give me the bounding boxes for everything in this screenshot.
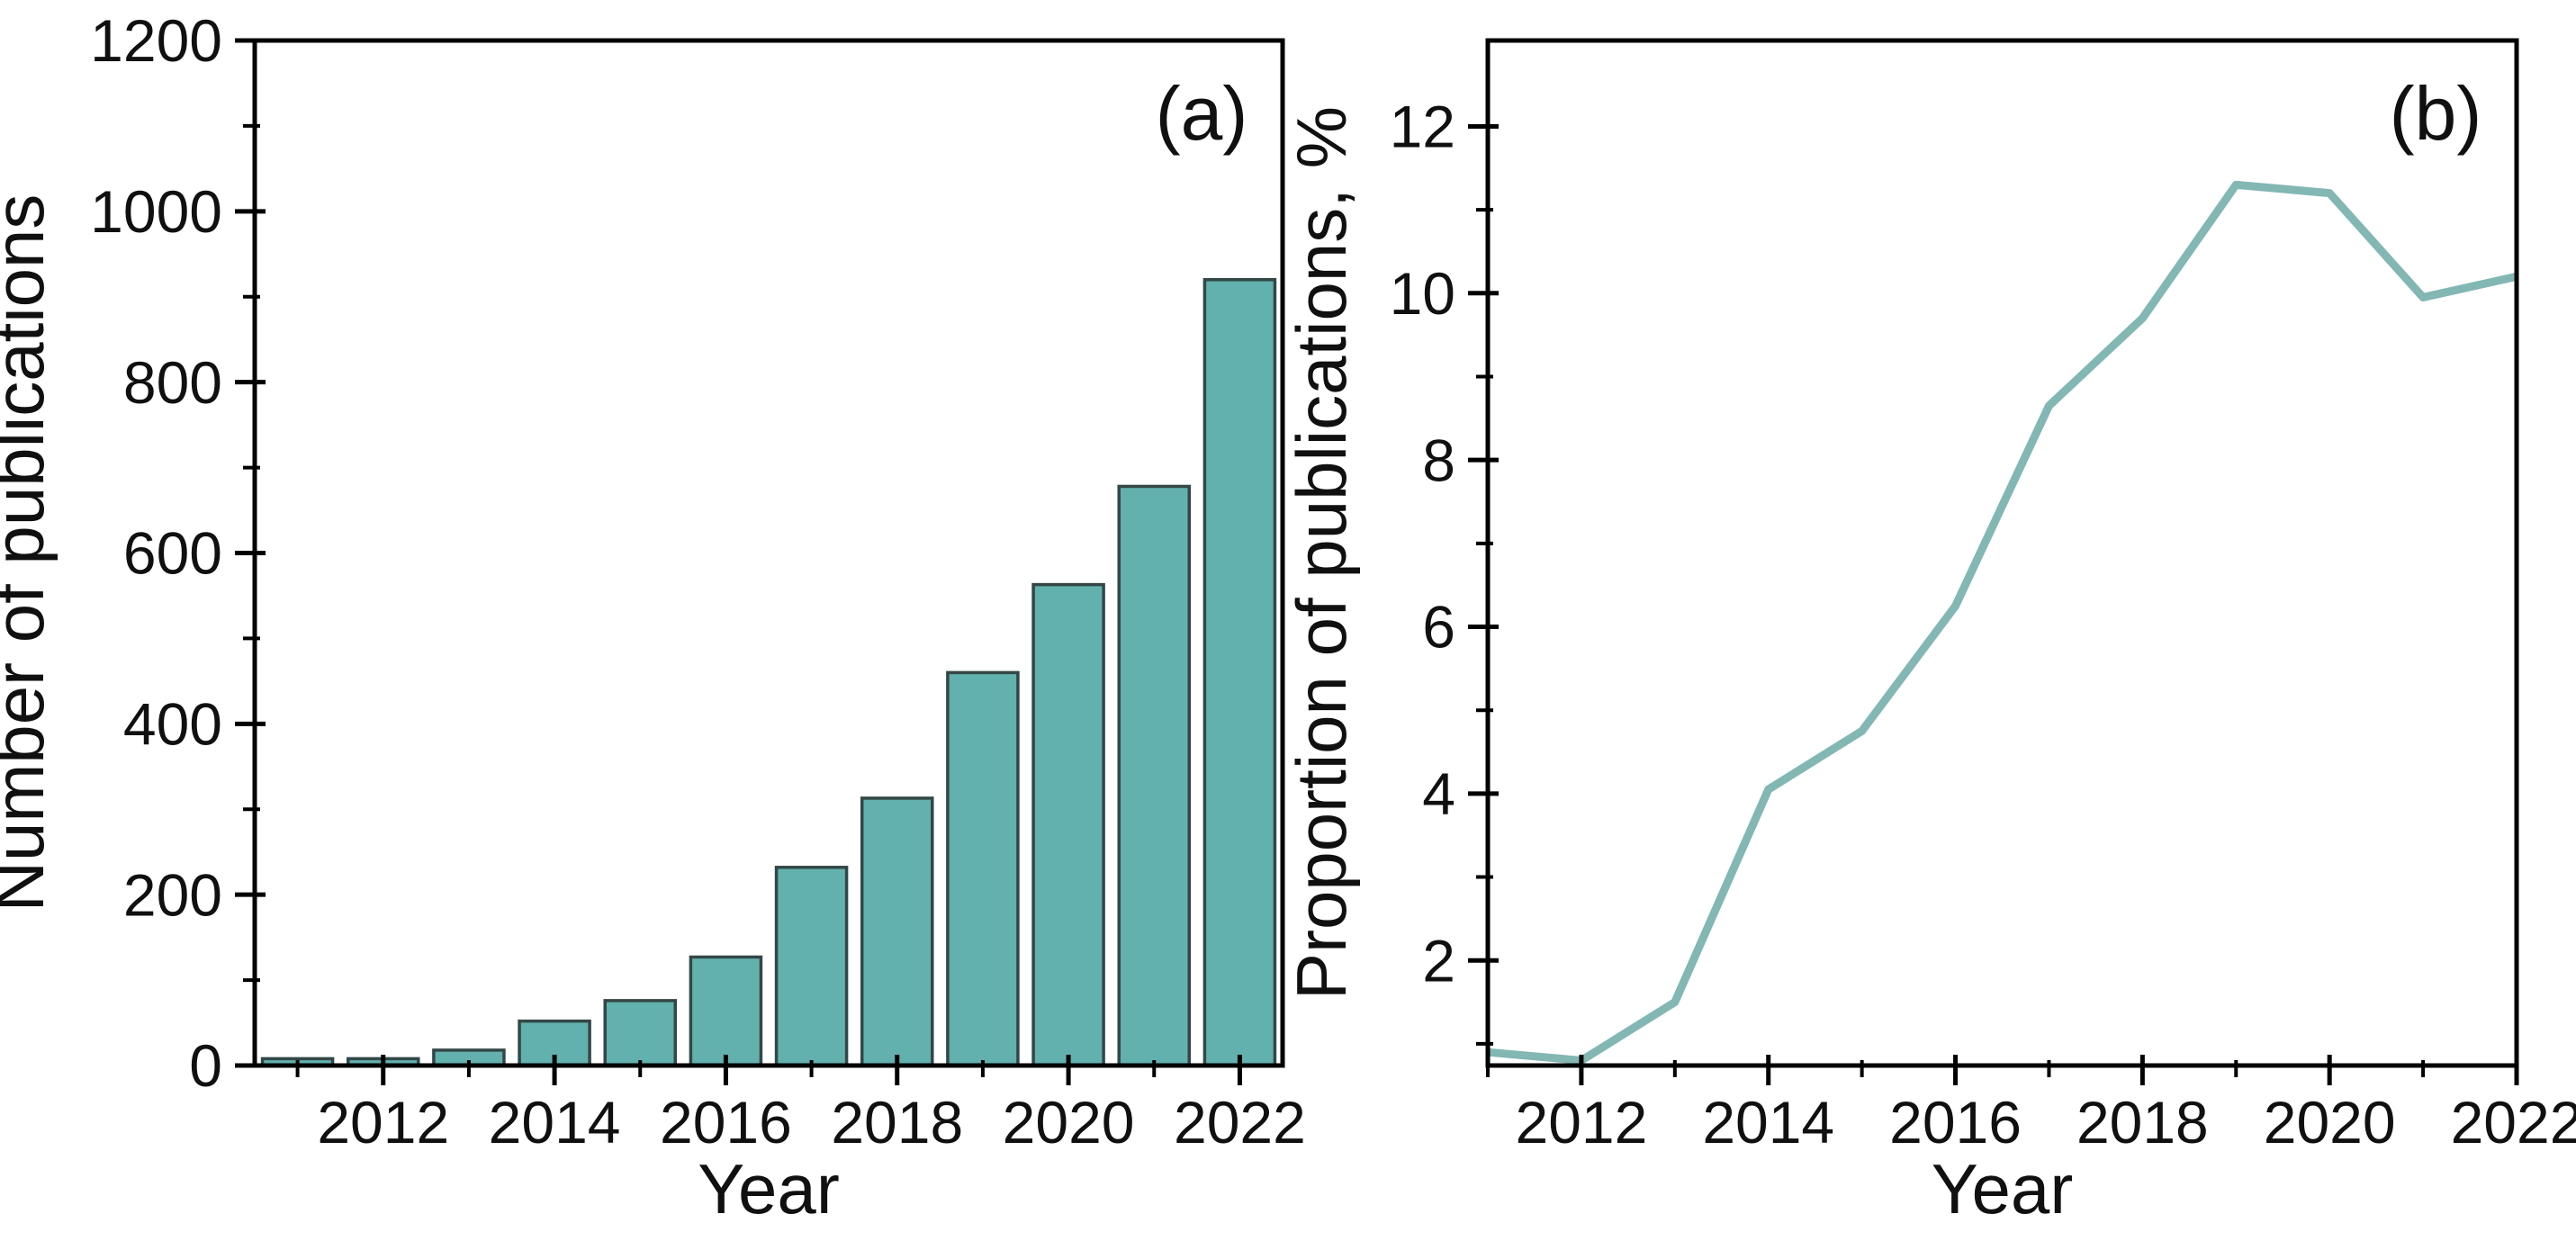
panel-letter-a: (a): [1156, 71, 1248, 156]
plot-box: [1485, 38, 2519, 1068]
x-tick-label: 2020: [1003, 1089, 1135, 1156]
y-tick-label: 0: [189, 1032, 222, 1099]
x-tick-label: 2014: [1702, 1089, 1834, 1156]
x-tick-label: 2022: [2451, 1089, 2576, 1156]
y-tick-label: 400: [123, 690, 222, 757]
bar-2022: [1202, 278, 1277, 1067]
y-tick-label: 6: [1422, 594, 1455, 661]
x-axis-title: Year: [698, 1149, 840, 1228]
panel-a-bar-chart: 0 200 400 600 800 1000 1200 2012 2014 2016 2018 202…: [0, 7, 1306, 1228]
bar-2021: [1117, 484, 1192, 1067]
bar-2017: [774, 866, 849, 1067]
bar-2016: [689, 955, 763, 1067]
panel-letter-b: (b): [2390, 71, 2482, 156]
x-tick-label: 2016: [1889, 1089, 2022, 1156]
bar-2019: [946, 670, 1020, 1067]
x-tick-label: 2014: [489, 1089, 621, 1156]
y-tick-label: 600: [123, 520, 222, 587]
bar-2018: [860, 796, 934, 1067]
x-tick-label: 2020: [2264, 1089, 2396, 1156]
x-tick-label: 2022: [1174, 1089, 1306, 1156]
y-tick-label: 12: [1390, 94, 1455, 160]
x-axis-title: Year: [1932, 1149, 2074, 1228]
y-tick-label: 1200: [90, 7, 222, 74]
bar-2020: [1031, 582, 1105, 1067]
trend-line: [1487, 180, 2517, 1065]
x-tick-label: 2018: [831, 1089, 963, 1156]
y-tick-label: 200: [123, 861, 222, 928]
x-tick-label: 2018: [2076, 1089, 2209, 1156]
panel-b-line-chart: 2 4 6 8 10 12 2012 2014 2016 2018 2020 2022 Year Prop…: [1282, 38, 2576, 1228]
y-tick-label: 10: [1390, 260, 1455, 327]
bar-2015: [603, 999, 678, 1067]
x-tick-label: 2016: [660, 1089, 792, 1156]
y-tick-label: 4: [1422, 760, 1455, 827]
y-tick-label: 800: [123, 349, 222, 416]
x-tick-label: 2012: [1515, 1089, 1647, 1156]
x-tick-label: 2012: [317, 1089, 449, 1156]
y-axis-title: Number of publications: [0, 194, 59, 913]
y-tick-label: 8: [1422, 427, 1455, 493]
y-axis-title: Proportion of publications, %: [1282, 106, 1361, 1000]
y-tick-label: 2: [1422, 927, 1455, 994]
y-tick-label: 1000: [90, 178, 222, 245]
